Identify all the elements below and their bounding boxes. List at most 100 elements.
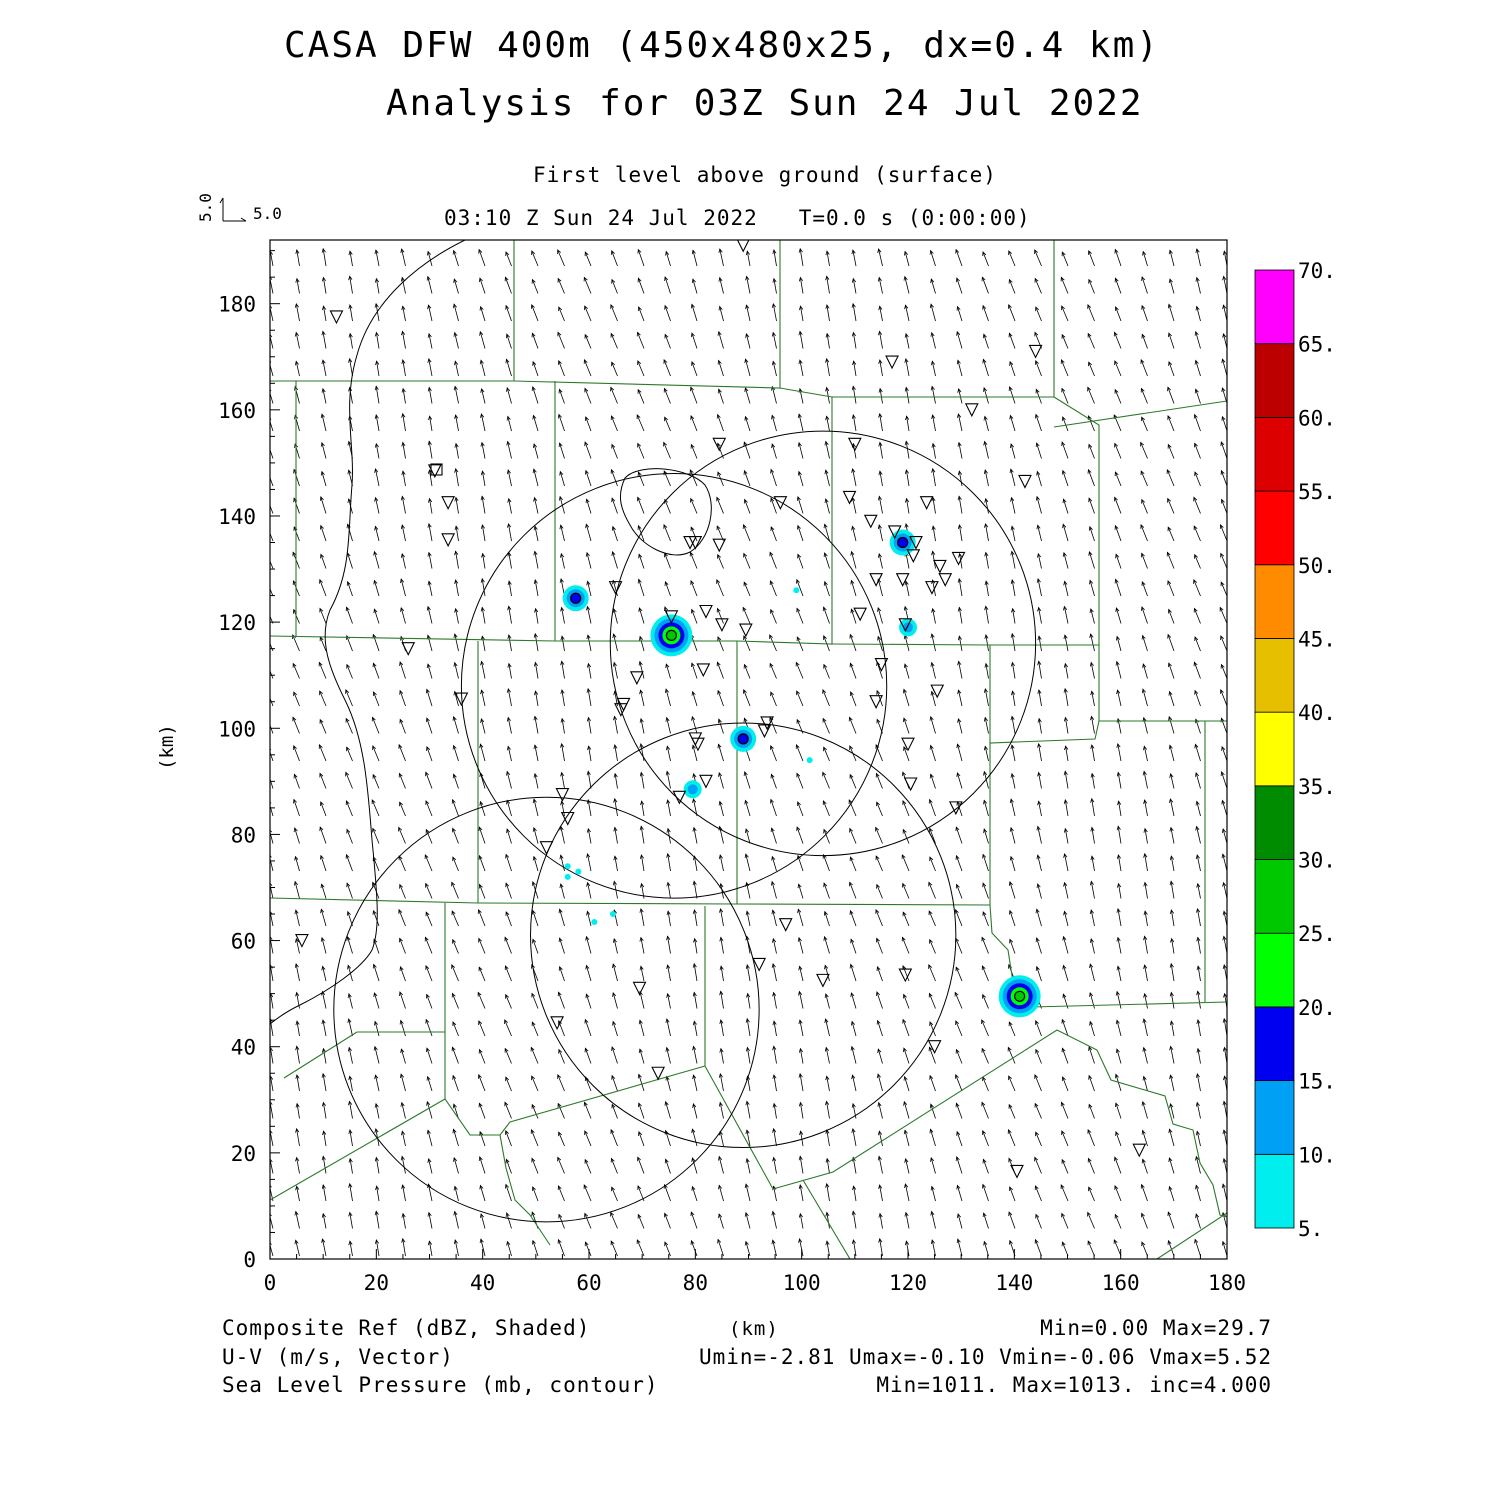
wind-vector-head (533, 744, 538, 750)
wind-vector (293, 526, 300, 542)
wind-vector-head (478, 966, 483, 972)
wind-vector (824, 911, 830, 927)
wind-vector (797, 525, 804, 542)
wind-vector (955, 938, 963, 954)
wind-vector-head (1034, 1185, 1039, 1191)
wind-vector (296, 1021, 300, 1037)
wind-vector-head (424, 936, 429, 942)
colorbar-label: 40. (1298, 701, 1336, 725)
wind-vector-head (480, 413, 485, 418)
wind-vector (958, 578, 963, 597)
pressure-contours (270, 240, 712, 1025)
station-marker (895, 573, 910, 587)
wind-vector (587, 688, 592, 707)
wind-vector (800, 306, 804, 322)
wind-vector-head (957, 577, 962, 583)
wind-vector (954, 992, 963, 1009)
wind-vector-head (717, 1238, 722, 1244)
wind-vector (1167, 1211, 1175, 1229)
wind-vector (452, 799, 459, 817)
wind-vector (587, 828, 592, 844)
wind-vector (1196, 855, 1201, 872)
wind-vector-head (798, 965, 803, 971)
wind-vector-head (1087, 1128, 1092, 1134)
wind-vector-head (1168, 715, 1173, 721)
wind-vector-head (1116, 907, 1121, 913)
wind-vector (1142, 1130, 1148, 1147)
wind-vector (1010, 415, 1016, 432)
wind-vector-head (506, 770, 511, 776)
wind-vector-head (1142, 1075, 1147, 1081)
wind-vector-head (375, 1185, 380, 1191)
wind-vector (610, 1129, 618, 1147)
colorbar-label: 15. (1298, 1070, 1336, 1094)
wind-vector (560, 553, 565, 569)
wind-vector-head (478, 1155, 483, 1161)
wind-vector-head (506, 440, 511, 446)
wind-vector (1007, 1047, 1016, 1064)
wind-vector-head (480, 660, 485, 666)
wind-vector-head (559, 577, 564, 583)
station-marker (925, 581, 939, 595)
wind-vector-head (850, 608, 855, 614)
wind-vector-head (770, 526, 775, 531)
wind-vector (955, 1020, 963, 1037)
wind-vector (902, 1019, 910, 1037)
wind-vector (428, 305, 433, 322)
wind-vector-head (584, 1130, 588, 1136)
wind-vector (1035, 1049, 1042, 1064)
wind-vector (427, 663, 433, 679)
wind-vector (614, 773, 618, 789)
wind-vector-head (665, 1046, 670, 1052)
radar-site-marker (430, 463, 443, 476)
wind-vector-head (270, 1213, 272, 1217)
wind-vector (693, 798, 698, 817)
wind-vector (1036, 937, 1042, 954)
wind-vector-head (1089, 992, 1094, 997)
wind-vector-head (716, 413, 721, 419)
wind-vector-head (533, 525, 538, 531)
wind-vector (400, 579, 406, 597)
wind-vector-head (1140, 1183, 1145, 1189)
wind-vector-head (560, 635, 565, 641)
wind-vector (347, 552, 353, 569)
wind-vector (904, 663, 910, 679)
wind-vector (637, 389, 645, 404)
wind-vector-head (452, 856, 457, 862)
wind-vector (877, 966, 883, 982)
wind-vector (876, 991, 883, 1009)
wind-vector-head (505, 304, 510, 310)
wind-vector (455, 580, 459, 597)
wind-vector (638, 306, 645, 322)
wind-vector-head (770, 880, 775, 886)
wind-vector (1144, 828, 1148, 844)
wind-vector-head (769, 662, 774, 668)
wind-vector (956, 331, 963, 349)
wind-vector-head (295, 1156, 300, 1162)
wind-vector (638, 579, 645, 597)
wind-vector (905, 1212, 910, 1229)
wind-vector-head (822, 800, 827, 806)
wind-vector (667, 800, 671, 817)
wind-vector-head (1222, 250, 1227, 256)
wind-vector (664, 553, 671, 569)
colorbar: 5.10.15.20.25.30.35.40.45.50.55.60.65.70… (1254, 259, 1336, 1241)
wind-vector-head (1035, 495, 1040, 501)
wind-vector-head (454, 496, 459, 502)
wind-vector-head (1089, 608, 1094, 613)
wind-vector-head (878, 441, 883, 447)
wind-vector (583, 1184, 592, 1202)
wind-vector (691, 361, 698, 377)
wind-vector-head (426, 1100, 431, 1106)
wind-vector-head (691, 690, 696, 696)
wind-vector (376, 361, 380, 377)
wind-vector-head (428, 415, 433, 421)
wind-vector (799, 991, 804, 1009)
wind-vector (694, 938, 698, 954)
wind-vector (611, 279, 618, 294)
wind-vector (667, 993, 671, 1009)
wind-vector (1194, 1239, 1201, 1257)
wind-vector (826, 333, 830, 349)
wind-vector (1062, 416, 1069, 432)
wind-vector (956, 1131, 963, 1147)
